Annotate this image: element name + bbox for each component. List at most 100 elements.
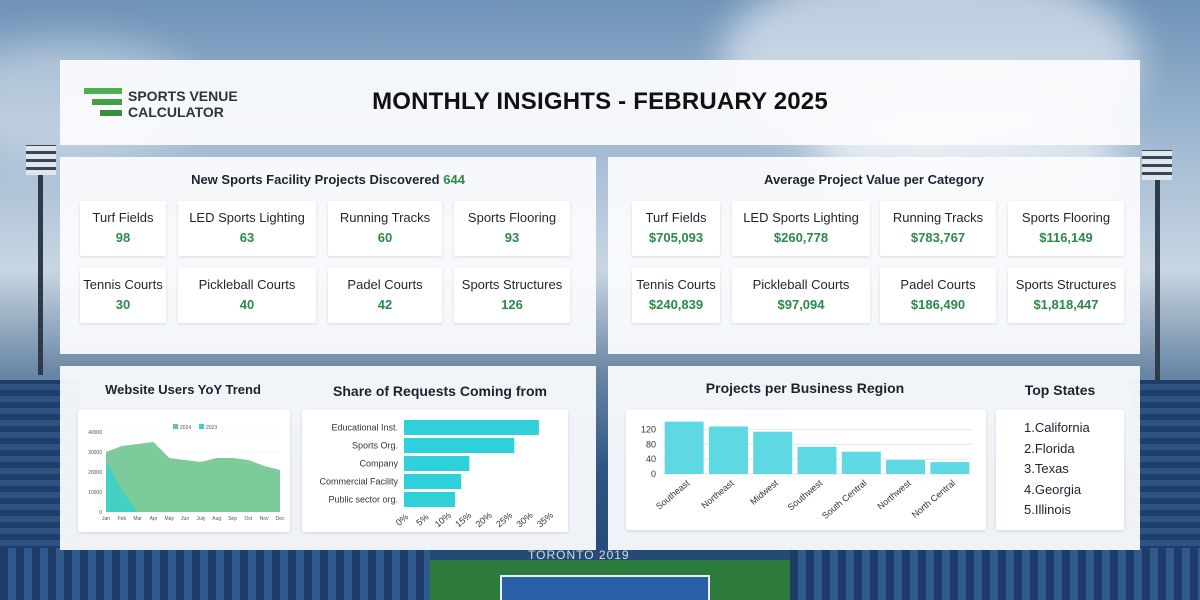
regions-y-tick: 40 <box>646 454 656 464</box>
top-states-card <box>996 410 1124 530</box>
users-trend-chart-card: 0 10000 20000 30000 40000 Jan Feb Mar Apr May Jun J… <box>78 410 290 532</box>
projects-title-label: New Sports Facility Projects Discovered <box>191 172 440 187</box>
users-legend-swatch <box>173 424 178 429</box>
project-count-card-label: Tennis Courts <box>83 277 163 292</box>
avg-value-card-label: Sports Flooring <box>1021 210 1111 225</box>
regions-category-label: Northeast <box>699 478 736 511</box>
top-state-rank: 3. <box>1024 461 1035 476</box>
users-x-tick: Jun <box>181 516 189 522</box>
project-count-card: Sports Flooring 93 <box>454 201 570 256</box>
regions-y-tick: 80 <box>646 439 656 449</box>
top-state-item: 4.Georgia <box>1024 482 1090 503</box>
users-x-tick: Mar <box>133 516 142 522</box>
project-count-card-value: 42 <box>377 297 393 312</box>
requests-x-tick: 5% <box>414 512 430 528</box>
avg-value-card-value: $783,767 <box>910 230 966 245</box>
users-area-2024 <box>106 442 280 512</box>
requests-bar <box>404 492 456 507</box>
users-legend-swatch <box>199 424 204 429</box>
top-state-item: 2.Florida <box>1024 441 1090 462</box>
avg-value-card-value: $240,839 <box>648 297 704 312</box>
users-x-tick: Feb <box>118 516 127 522</box>
avg-value-card-label: Padel Courts <box>900 277 976 292</box>
top-states-list: 1.California 2.Florida 3.Texas 4.Georgia 5.I… <box>1024 420 1090 523</box>
avg-value-card-value: $1,818,447 <box>1033 297 1099 312</box>
avg-value-card-label: Pickleball Courts <box>752 277 850 292</box>
regions-chart-card: 0 40 80 120 Southeast Northeast Midwest Southwe… <box>626 410 986 530</box>
regions-category-label: Midwest <box>748 478 780 507</box>
top-state-name: Illinois <box>1034 502 1071 517</box>
top-state-item: 3.Texas <box>1024 461 1090 482</box>
top-state-rank: 4. <box>1024 481 1035 497</box>
requests-x-tick: 0% <box>394 512 410 528</box>
project-count-card-value: 126 <box>501 297 523 312</box>
avg-value-card: Turf Fields $705,093 <box>632 201 720 256</box>
top-state-item: 5.Illinois <box>1024 502 1090 523</box>
project-count-card: Pickleball Courts 40 <box>178 268 316 323</box>
avg-value-card-label: Turf Fields <box>645 210 707 225</box>
requests-category-label: Company <box>359 459 398 469</box>
requests-category-label: Commercial Facility <box>319 477 398 487</box>
project-count-card: Sports Structures 126 <box>454 268 570 323</box>
users-x-tick: Jan <box>102 516 110 522</box>
regions-category-label: Southwest <box>786 478 825 513</box>
requests-chart-card: Educational Inst. Sports Org. Company Comme… <box>302 410 568 532</box>
regions-bar <box>841 451 881 474</box>
top-state-rank: 2. <box>1024 440 1035 456</box>
avg-value-card: Padel Courts $186,490 <box>880 268 996 323</box>
avg-value-card-label: Tennis Courts <box>636 277 716 292</box>
avg-value-card: Tennis Courts $240,839 <box>632 268 720 323</box>
regions-chart: 0 40 80 120 Southeast Northeast Midwest Southwe… <box>641 421 972 521</box>
project-count-card: Running Tracks 60 <box>328 201 442 256</box>
requests-chart: Educational Inst. Sports Org. Company Comme… <box>319 420 555 529</box>
users-x-tick: Apr <box>150 516 158 522</box>
project-count-card-value: 60 <box>377 230 393 245</box>
users-x-tick: Dec <box>276 516 285 522</box>
page-title: MONTHLY INSIGHTS - FEBRUARY 2025 <box>372 88 828 115</box>
project-count-card-value: 30 <box>115 297 131 312</box>
users-y-tick: 30000 <box>88 450 102 456</box>
requests-bar <box>404 438 515 453</box>
regions-category-label: South Central <box>820 478 869 521</box>
avg-value-card: LED Sports Lighting $260,778 <box>732 201 870 256</box>
regions-bar <box>797 446 837 474</box>
top-state-name: Texas <box>1034 461 1069 476</box>
header-panel <box>60 60 1140 145</box>
avg-value-card: Pickleball Courts $97,094 <box>732 268 870 323</box>
users-x-tick: Nov <box>260 516 269 522</box>
regions-category-label: North Central <box>910 478 957 520</box>
avg-value-card-value: $116,149 <box>1039 230 1093 245</box>
users-y-tick: 10000 <box>88 490 102 496</box>
users-x-tick: Aug <box>212 516 221 522</box>
regions-bar <box>886 459 926 474</box>
projects-title: New Sports Facility Projects Discovered … <box>60 172 596 187</box>
project-count-card-label: Pickleball Courts <box>198 277 296 292</box>
users-y-tick: 20000 <box>88 470 102 476</box>
project-count-card: Turf Fields 98 <box>80 201 166 256</box>
users-y-tick: 40000 <box>88 430 102 436</box>
project-count-card-label: LED Sports Lighting <box>189 210 305 225</box>
requests-bar <box>404 420 539 435</box>
top-state-item: 1.California <box>1024 420 1090 441</box>
project-count-card-value: 93 <box>504 230 520 245</box>
project-count-card-value: 98 <box>115 230 131 245</box>
requests-title: Share of Requests Coming from <box>333 383 547 399</box>
avg-value-card-label: LED Sports Lighting <box>743 210 859 225</box>
requests-x-tick: 25% <box>494 510 514 529</box>
avg-value-card: Sports Structures $1,818,447 <box>1008 268 1124 323</box>
avg-value-card: Sports Flooring $116,149 <box>1008 201 1124 256</box>
project-count-card: LED Sports Lighting 63 <box>178 201 316 256</box>
users-legend-label: 2024 <box>180 425 191 431</box>
requests-bar <box>404 456 470 471</box>
logo-stripes-icon <box>84 88 122 116</box>
avg-value-card-value: $705,093 <box>648 230 704 245</box>
users-legend-label: 2023 <box>206 425 217 431</box>
regions-bar <box>930 462 970 474</box>
users-y-tick: 0 <box>99 510 102 516</box>
regions-y-tick: 120 <box>641 424 656 434</box>
users-trend-chart: 0 10000 20000 30000 40000 Jan Feb Mar Apr May Jun J… <box>88 424 285 522</box>
requests-x-tick: 20% <box>474 510 494 529</box>
project-count-card-value: 40 <box>239 297 255 312</box>
avg-value-card: Running Tracks $783,767 <box>880 201 996 256</box>
requests-category-label: Sports Org. <box>352 441 398 451</box>
